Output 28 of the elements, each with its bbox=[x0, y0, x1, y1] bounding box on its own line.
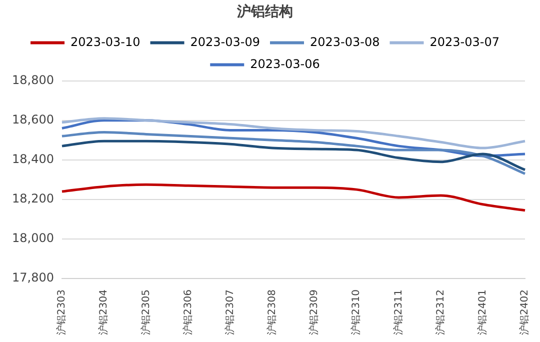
y-tick-label: 18,000 bbox=[12, 231, 54, 246]
legend-label: 2023-03-10 bbox=[70, 34, 140, 49]
line-series bbox=[60, 130, 526, 175]
x-tick-label: 沪铝2307 bbox=[224, 290, 236, 336]
chart-title: 沪铝结构 bbox=[236, 3, 293, 20]
y-tick-label: 17,800 bbox=[12, 270, 54, 285]
legend-label: 2023-03-06 bbox=[250, 56, 320, 71]
x-tick-label: 沪铝2303 bbox=[56, 290, 68, 336]
y-tick-label: 18,800 bbox=[12, 72, 54, 87]
y-tick-label: 18,400 bbox=[12, 152, 54, 166]
x-tick-label: 沪铝2312 bbox=[434, 290, 446, 336]
legend-label: 2023-03-07 bbox=[430, 34, 500, 49]
line-series bbox=[60, 117, 526, 150]
x-tick-label: 沪铝2402 bbox=[518, 290, 531, 336]
x-tick-label: 沪铝2309 bbox=[308, 290, 320, 336]
line-series bbox=[60, 183, 526, 212]
x-tick-label: 沪铝2401 bbox=[476, 290, 488, 336]
x-tick-label: 沪铝2310 bbox=[350, 290, 362, 336]
x-tick-label: 沪铝2305 bbox=[140, 290, 152, 336]
y-tick-label: 18,200 bbox=[12, 192, 54, 206]
x-tick-label: 沪铝2306 bbox=[182, 290, 194, 336]
x-tick-label: 沪铝2304 bbox=[98, 290, 110, 336]
legend-label: 2023-03-08 bbox=[310, 34, 380, 49]
legend-label: 2023-03-09 bbox=[190, 34, 260, 49]
y-tick-label: 18,600 bbox=[12, 112, 54, 126]
x-tick-label: 沪铝2311 bbox=[392, 290, 404, 336]
x-tick-label: 沪铝2308 bbox=[266, 290, 278, 336]
line-series bbox=[60, 140, 526, 172]
